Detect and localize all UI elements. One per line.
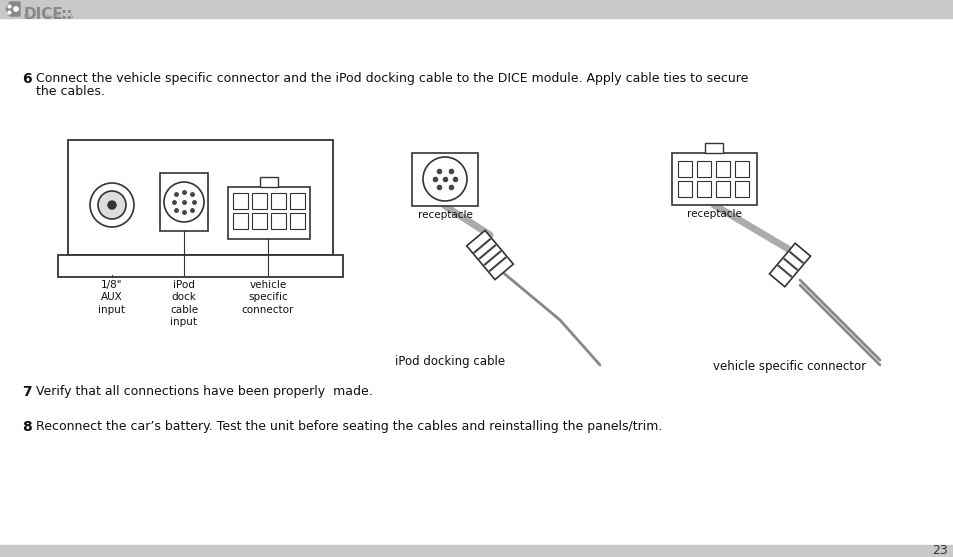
Bar (0, 0, 953, 18)
Text: vehicle specific connector: vehicle specific connector (713, 360, 865, 373)
Text: receptacle: receptacle (686, 209, 740, 219)
Text: 7: 7 (22, 385, 31, 399)
Text: 8: 8 (22, 420, 31, 434)
Text: Verify that all connections have been properly  made.: Verify that all connections have been pr… (36, 385, 373, 398)
Circle shape (13, 7, 18, 11)
Text: DICE: DICE (24, 7, 64, 22)
Bar (769, 243, 810, 287)
Bar (252, 193, 267, 209)
Bar (697, 161, 710, 177)
Bar (68, 140, 333, 255)
Bar (58, 255, 343, 277)
Text: vehicle
specific
connector: vehicle specific connector (241, 280, 294, 315)
Circle shape (422, 157, 467, 201)
Bar (271, 213, 286, 229)
Bar (716, 181, 729, 197)
Bar (734, 161, 748, 177)
Text: 6: 6 (22, 72, 31, 86)
Text: 23: 23 (931, 545, 947, 557)
Bar (678, 161, 691, 177)
Text: Connect the vehicle specific connector and the iPod docking cable to the DICE mo: Connect the vehicle specific connector a… (36, 72, 747, 85)
Bar (290, 193, 305, 209)
Text: the cables.: the cables. (36, 85, 105, 98)
Text: ::: :: (60, 7, 72, 22)
Bar (233, 213, 248, 229)
Bar (0, 545, 953, 557)
Bar (228, 187, 310, 239)
Polygon shape (6, 2, 20, 16)
Text: receptacle: receptacle (417, 210, 472, 220)
Circle shape (98, 191, 126, 219)
Bar (290, 213, 305, 229)
Bar (734, 181, 748, 197)
Bar (271, 193, 286, 209)
Bar (704, 143, 722, 153)
Bar (466, 231, 513, 280)
Bar (252, 213, 267, 229)
Text: iPod
dock
cable
input: iPod dock cable input (170, 280, 198, 327)
Text: E L E C T R O N I C S: E L E C T R O N I C S (24, 14, 73, 19)
Bar (260, 177, 277, 187)
Circle shape (108, 201, 116, 209)
Bar (716, 161, 729, 177)
Bar (160, 173, 208, 231)
Bar (412, 153, 477, 206)
Bar (697, 181, 710, 197)
Circle shape (90, 183, 133, 227)
Circle shape (164, 182, 204, 222)
Bar (678, 181, 691, 197)
Text: Reconnect the car’s battery. Test the unit before seating the cables and reinsta: Reconnect the car’s battery. Test the un… (36, 420, 661, 433)
Bar (233, 193, 248, 209)
Text: 1/8"
AUX
input: 1/8" AUX input (98, 280, 126, 315)
Bar (671, 153, 757, 205)
Text: iPod docking cable: iPod docking cable (395, 355, 504, 368)
